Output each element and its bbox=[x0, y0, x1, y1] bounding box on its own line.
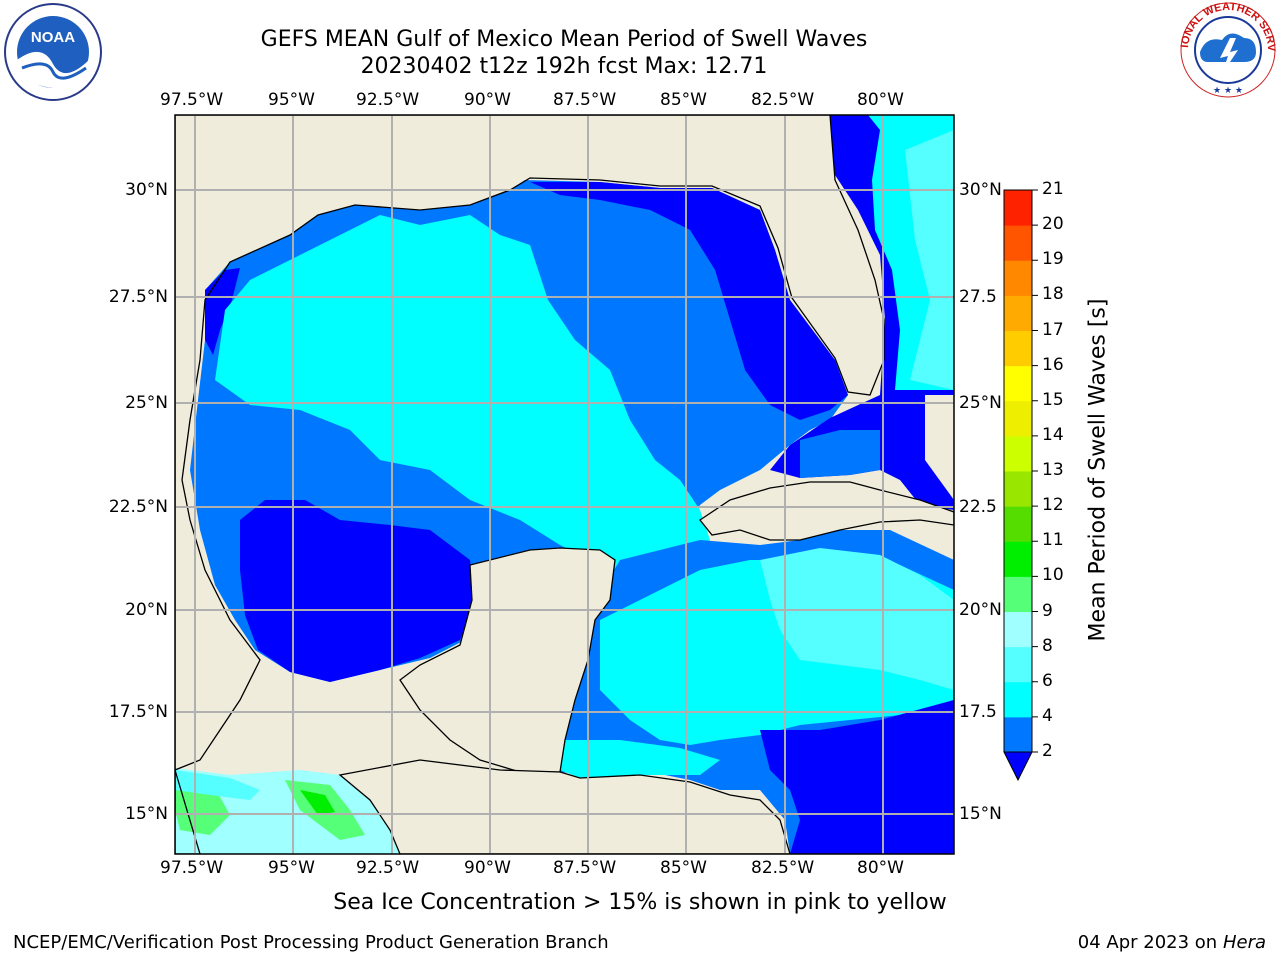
colorbar-segment bbox=[1004, 541, 1032, 577]
host-name: Hera bbox=[1222, 932, 1266, 953]
colorbar-tick-label: 18 bbox=[1042, 284, 1064, 305]
lon-label: 95°W bbox=[268, 858, 315, 878]
colorbar-tick-label: 8 bbox=[1042, 635, 1053, 656]
colorbar-tick-label: 9 bbox=[1042, 600, 1053, 621]
lon-label: 82.5°W bbox=[751, 90, 815, 110]
run-date-credit: 04 Apr 2023 on Hera bbox=[1078, 932, 1266, 953]
lon-label: 80°W bbox=[857, 858, 904, 878]
chart-subtitle: 20230402 t12z 192h fcst Max: 12.71 bbox=[360, 54, 768, 79]
sea-ice-footnote: Sea Ice Concentration > 15% is shown in … bbox=[333, 890, 947, 915]
lat-label: 30°N bbox=[959, 180, 1002, 200]
svg-text:NOAA: NOAA bbox=[31, 29, 75, 46]
colorbar-segment bbox=[1004, 506, 1032, 542]
lon-label: 92.5°W bbox=[356, 858, 420, 878]
map-frame bbox=[174, 114, 955, 855]
colorbar-tick-label: 19 bbox=[1042, 249, 1064, 270]
colorbar-tick-label: 4 bbox=[1042, 705, 1053, 726]
colorbar-segment bbox=[1004, 365, 1032, 402]
colorbar-segment bbox=[1004, 295, 1032, 331]
lon-label: 90°W bbox=[464, 858, 511, 878]
colorbar-segment bbox=[1004, 330, 1032, 367]
lat-label: 30°N bbox=[125, 180, 168, 200]
colorbar-segment bbox=[1004, 681, 1032, 718]
colorbar-tick-label: 20 bbox=[1042, 214, 1064, 235]
lon-label: 90°W bbox=[464, 90, 511, 110]
colorbar-tick-label: 21 bbox=[1042, 179, 1064, 199]
lat-label: 22.5 bbox=[959, 497, 997, 517]
colorbar-segment bbox=[1004, 190, 1032, 226]
lon-label: 87.5°W bbox=[553, 858, 617, 878]
lon-label: 92.5°W bbox=[356, 90, 420, 110]
colorbar-segment bbox=[1004, 716, 1032, 753]
lon-label: 95°W bbox=[268, 90, 315, 110]
lat-label: 17.5 bbox=[959, 702, 997, 722]
cuba-land bbox=[699, 481, 954, 541]
lat-label: 20°N bbox=[959, 600, 1002, 620]
lon-label: 87.5°W bbox=[553, 90, 617, 110]
colorbar-tick-label: 17 bbox=[1042, 319, 1064, 340]
lat-label: 17.5°N bbox=[108, 702, 168, 722]
colorbar-segment bbox=[1004, 471, 1032, 507]
colorbar-tick-label: 10 bbox=[1042, 565, 1064, 586]
noaa-logo: NOAA bbox=[4, 3, 102, 101]
colorbar-tick-label: 11 bbox=[1042, 530, 1064, 551]
colorbar-tick-label: 6 bbox=[1042, 670, 1053, 691]
yucatan-land bbox=[399, 547, 616, 773]
graticule bbox=[175, 115, 954, 854]
map-plot-area bbox=[175, 115, 954, 854]
lon-label: 85°W bbox=[660, 90, 707, 110]
colorbar-tick-label: 16 bbox=[1042, 354, 1064, 375]
colorbar-tick-label: 14 bbox=[1042, 424, 1064, 445]
lon-label: 97.5°W bbox=[160, 90, 224, 110]
colorbar-segment bbox=[1004, 225, 1032, 261]
colorbar-tick-label: 15 bbox=[1042, 389, 1064, 410]
colorbar-tick-label: 12 bbox=[1042, 495, 1064, 516]
lat-label: 15°N bbox=[959, 804, 1002, 824]
lat-label: 20°N bbox=[125, 600, 168, 620]
colorbar-extend-triangle bbox=[1003, 751, 1033, 782]
lat-label: 27.5 bbox=[959, 287, 997, 307]
lon-label: 85°W bbox=[660, 858, 707, 878]
colorbar bbox=[1003, 189, 1038, 782]
lon-label: 82.5°W bbox=[751, 858, 815, 878]
colorbar-tick-label: 13 bbox=[1042, 460, 1064, 480]
colorbar-segment bbox=[1004, 435, 1032, 472]
run-date: 04 Apr 2023 on bbox=[1077, 932, 1223, 953]
lon-label: 97.5°W bbox=[160, 858, 224, 878]
colorbar-tick-label: 2 bbox=[1042, 741, 1053, 761]
colorbar-segment bbox=[1004, 611, 1032, 648]
colorbar-segment bbox=[1004, 576, 1032, 612]
producer-credit: NCEP/EMC/Verification Post Processing Pr… bbox=[13, 932, 609, 953]
svg-text:★ ★ ★: ★ ★ ★ bbox=[1213, 86, 1243, 96]
nws-logo: NATIONAL WEATHER SERVICE ★ ★ ★ bbox=[1176, 0, 1277, 98]
colorbar-title: Mean Period of Swell Waves [s] bbox=[1085, 298, 1111, 642]
lat-label: 27.5°N bbox=[108, 287, 168, 307]
lat-label: 15°N bbox=[125, 804, 168, 824]
colorbar-segment bbox=[1004, 400, 1032, 437]
lon-label: 80°W bbox=[857, 90, 904, 110]
colorbar-segment bbox=[1004, 646, 1032, 683]
lat-label: 22.5°N bbox=[108, 497, 168, 517]
lat-label: 25°N bbox=[959, 393, 1002, 413]
colorbar-segment bbox=[1004, 260, 1032, 296]
chart-title: GEFS MEAN Gulf of Mexico Mean Period of … bbox=[260, 27, 868, 52]
lat-label: 25°N bbox=[125, 393, 168, 413]
